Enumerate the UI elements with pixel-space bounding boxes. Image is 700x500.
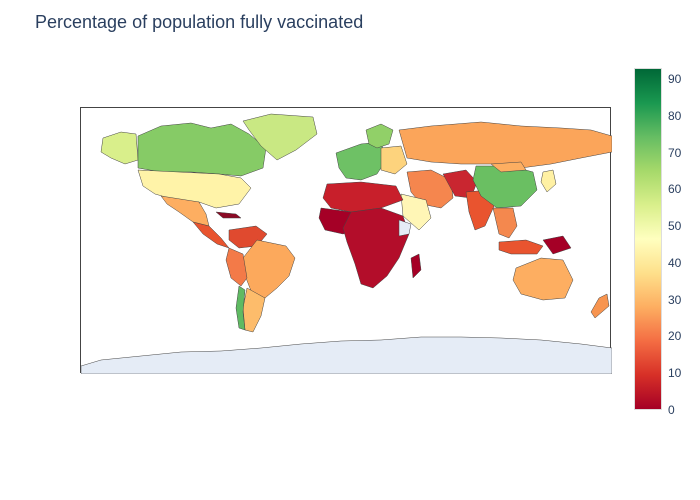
region-southeast-asia[interactable] bbox=[492, 207, 518, 239]
colorbar-tick-label: 30 bbox=[668, 292, 682, 307]
region-australia[interactable] bbox=[512, 257, 574, 301]
region-central-southern-africa[interactable] bbox=[342, 207, 410, 289]
region-afghanistan-pakistan[interactable] bbox=[442, 169, 478, 199]
region-chile[interactable] bbox=[235, 285, 246, 331]
region-western-europe[interactable] bbox=[335, 141, 387, 181]
region-indonesia[interactable] bbox=[498, 239, 544, 255]
world-map-svg bbox=[80, 113, 613, 375]
chart-title: Percentage of population fully vaccinate… bbox=[35, 12, 364, 32]
region-canada[interactable] bbox=[137, 122, 267, 177]
colorbar-tick-label: 60 bbox=[668, 182, 682, 197]
colorbar bbox=[634, 68, 662, 410]
region-scandinavia[interactable] bbox=[365, 123, 394, 149]
region-peru-bolivia[interactable] bbox=[225, 247, 248, 287]
region-mongolia[interactable] bbox=[490, 161, 527, 173]
colorbar-tick-label: 70 bbox=[668, 145, 682, 160]
region-alaska[interactable] bbox=[100, 131, 139, 165]
colorbar-tick-label: 80 bbox=[668, 108, 682, 123]
region-japan[interactable] bbox=[540, 169, 557, 193]
region-north-africa[interactable] bbox=[322, 181, 404, 213]
region-brazil[interactable] bbox=[242, 239, 296, 299]
region-cuba[interactable] bbox=[215, 211, 242, 219]
colorbar-tick-label: 90 bbox=[668, 72, 682, 87]
region-greenland[interactable] bbox=[242, 113, 318, 161]
region-ethiopia[interactable] bbox=[398, 219, 412, 237]
region-papua-new-guinea[interactable] bbox=[542, 235, 572, 255]
region-central-america[interactable] bbox=[192, 221, 230, 249]
region-antarctica[interactable] bbox=[80, 336, 613, 375]
colorbar-tick-label: 50 bbox=[668, 219, 682, 234]
world-map[interactable] bbox=[80, 107, 613, 375]
colorbar-tick-label: 0 bbox=[668, 403, 675, 417]
colorbar-tick-label: 20 bbox=[668, 329, 682, 344]
region-united-states[interactable] bbox=[137, 169, 252, 209]
region-madagascar[interactable] bbox=[410, 253, 422, 279]
region-new-zealand[interactable] bbox=[590, 293, 610, 319]
region-russia[interactable] bbox=[398, 121, 613, 169]
colorbar-tick-label: 40 bbox=[668, 255, 682, 270]
region-eastern-europe[interactable] bbox=[380, 145, 408, 175]
colorbar-tick-label: 10 bbox=[668, 366, 682, 381]
region-arabian-peninsula[interactable] bbox=[400, 193, 432, 231]
